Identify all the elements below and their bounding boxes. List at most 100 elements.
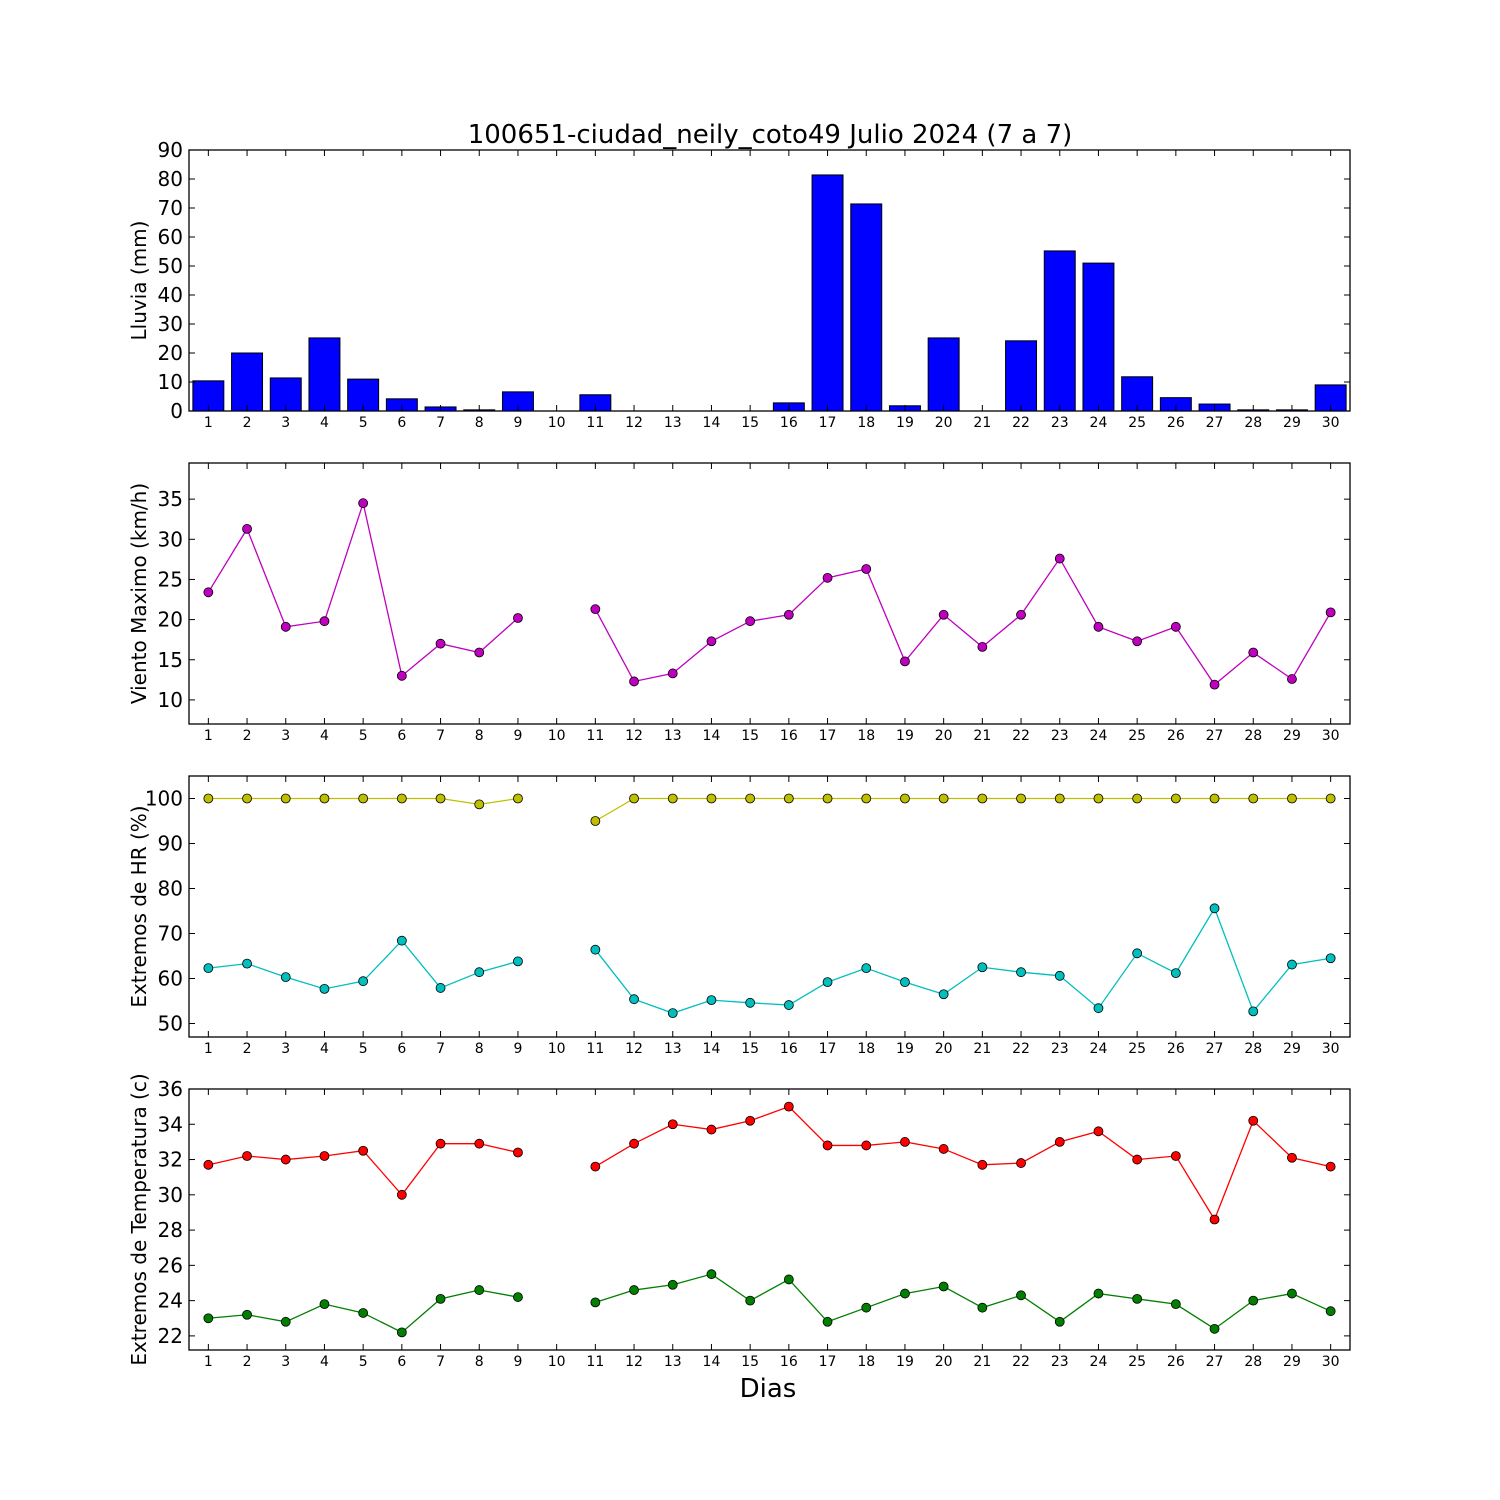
series-1-point-day-27 <box>1209 793 1220 804</box>
x-tick-label: 9 <box>513 728 522 744</box>
x-tick-label: 27 <box>1206 1041 1224 1057</box>
series-2-point-day-1 <box>203 963 214 974</box>
x-tick-label: 30 <box>1322 728 1340 744</box>
series-2-point-day-3 <box>280 972 291 983</box>
series-1-point-day-16 <box>783 793 794 804</box>
x-axis-label: Dias <box>740 1374 797 1404</box>
x-tick-label: 28 <box>1244 1354 1262 1370</box>
series-2-point-day-1 <box>203 1313 214 1324</box>
x-tick-label: 22 <box>1012 415 1030 431</box>
series-2-line-segment-2 <box>594 906 1331 1014</box>
x-tick-label: 18 <box>857 1041 875 1057</box>
chart-title: 100651-ciudad_neily_coto49 Julio 2024 (7… <box>468 120 1073 150</box>
x-tick-label: 1 <box>204 1041 213 1057</box>
series-1-point-day-8 <box>474 1138 485 1149</box>
series-2-point-day-7 <box>435 1293 446 1304</box>
x-tick-label: 17 <box>819 415 837 431</box>
x-tick-label: 1 <box>204 1354 213 1370</box>
series-1-point-day-23 <box>1054 793 1065 804</box>
series-1-point-day-1 <box>203 1159 214 1170</box>
series-1-point-day-25 <box>1132 636 1143 647</box>
x-tick-label: 17 <box>819 728 837 744</box>
series-2-point-day-25 <box>1132 1293 1143 1304</box>
x-tick-label: 26 <box>1167 415 1185 431</box>
series-2-point-day-15 <box>745 997 756 1008</box>
series-2-point-day-8 <box>474 967 485 978</box>
x-tick-label: 21 <box>973 1041 991 1057</box>
x-tick-label: 27 <box>1206 1354 1224 1370</box>
x-tick-label: 17 <box>819 1354 837 1370</box>
panel-4: 1 2 3 4 5 6 7 8 9 10 11 12 13 14 15 16 17 18 19 20 21 22 23 24 2… <box>127 1073 1351 1370</box>
y-tick-label: 28 <box>158 1218 183 1242</box>
x-tick-label: 14 <box>703 728 721 744</box>
series-1-point-day-21 <box>977 642 988 652</box>
x-tick-label: 12 <box>625 728 643 744</box>
series-2-point-day-29 <box>1287 959 1297 970</box>
x-tick-label: 22 <box>1012 1041 1030 1057</box>
series-1-point-day-8 <box>474 799 485 810</box>
y-tick-label: 22 <box>158 1324 183 1348</box>
series-1-point-day-4 <box>319 1151 330 1161</box>
x-tick-label: 8 <box>475 1354 484 1370</box>
series-1-point-day-11 <box>590 816 601 826</box>
x-tick-label: 18 <box>857 415 875 431</box>
series-1-point-day-2 <box>242 793 252 804</box>
series-1-point-day-13 <box>667 793 678 804</box>
series-1-point-day-3 <box>280 793 291 804</box>
y-tick-label: 90 <box>158 832 183 856</box>
series-2-point-day-24 <box>1093 1003 1104 1014</box>
series-1-point-day-11 <box>590 1161 601 1172</box>
bar-day-22 <box>1005 340 1038 412</box>
series-1-point-day-21 <box>977 793 988 804</box>
series-2-point-day-30 <box>1325 1306 1336 1317</box>
bar-day-23 <box>1043 250 1076 412</box>
series-1-point-day-7 <box>435 1138 446 1149</box>
x-tick-label: 18 <box>857 728 875 744</box>
x-tick-label: 19 <box>896 1041 914 1057</box>
panel-frame <box>188 1088 1351 1351</box>
series-2-point-day-16 <box>783 1274 794 1285</box>
y-tick-label: 70 <box>158 196 183 220</box>
series-1-point-day-27 <box>1209 679 1220 690</box>
series-1-line-segment-2 <box>594 557 1332 686</box>
series-2-point-day-9 <box>513 956 523 967</box>
y-tick-label: 80 <box>158 167 183 191</box>
x-tick-label: 5 <box>359 415 368 431</box>
x-tick-label: 16 <box>780 415 798 431</box>
x-tick-label: 6 <box>397 728 406 744</box>
series-1-point-day-27 <box>1209 1214 1220 1225</box>
x-tick-label: 10 <box>548 1041 566 1057</box>
series-2-point-day-27 <box>1209 1323 1220 1334</box>
x-tick-label: 25 <box>1128 1041 1146 1057</box>
y-tick-label: 70 <box>158 922 183 946</box>
series-2-point-day-7 <box>435 983 446 993</box>
x-tick-label: 4 <box>320 1354 329 1370</box>
series-2-point-day-21 <box>977 1302 988 1313</box>
x-tick-label: 12 <box>625 1041 643 1057</box>
series-1-point-day-3 <box>280 1154 291 1165</box>
x-tick-label: 12 <box>625 415 643 431</box>
x-tick-label: 29 <box>1283 415 1301 431</box>
series-1-point-day-23 <box>1054 553 1065 564</box>
panel-1: 1 2 3 4 5 6 7 8 9 10 11 12 13 14 15 16 17 18 19 20 21 22 23 24 2… <box>127 138 1351 431</box>
y-tick-label: 36 <box>158 1077 183 1101</box>
series-1-point-day-21 <box>977 1159 988 1170</box>
x-tick-label: 4 <box>320 1041 329 1057</box>
series-1-point-day-29 <box>1287 793 1297 804</box>
x-tick-label: 11 <box>586 1041 604 1057</box>
x-tick-label: 13 <box>664 728 682 744</box>
series-1-point-day-24 <box>1093 793 1104 804</box>
series-1-point-day-17 <box>822 1140 833 1151</box>
y-tick-label: 90 <box>158 138 183 162</box>
y-tick-label: 25 <box>158 567 183 591</box>
x-tick-label: 29 <box>1283 1354 1301 1370</box>
x-tick-label: 2 <box>243 415 252 431</box>
y-axis-label: Extremos de Temperatura (c) <box>127 1073 151 1365</box>
series-2-point-day-4 <box>319 983 330 994</box>
series-1-point-day-25 <box>1132 793 1143 804</box>
series-1-point-day-6 <box>396 793 407 804</box>
y-tick-label: 20 <box>158 608 183 632</box>
y-tick-label: 34 <box>158 1112 183 1136</box>
y-tick-label: 30 <box>158 527 183 551</box>
